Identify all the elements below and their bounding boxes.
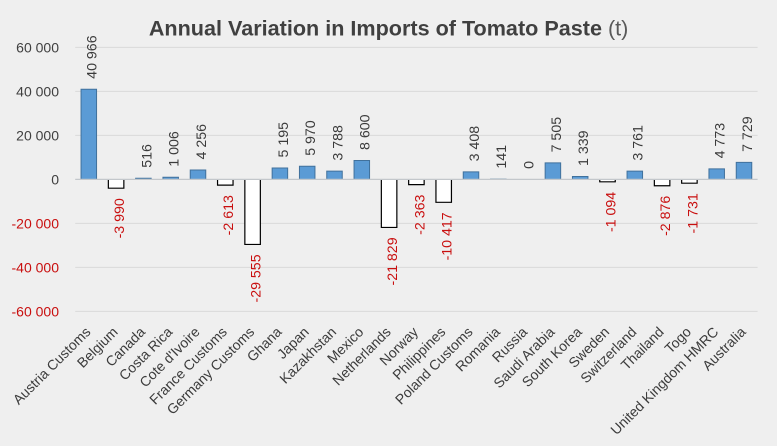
svg-text:5 195: 5 195 bbox=[276, 122, 292, 158]
svg-text:-29 555: -29 555 bbox=[249, 254, 265, 302]
svg-text:-1 731: -1 731 bbox=[685, 193, 701, 233]
svg-text:3 788: 3 788 bbox=[330, 125, 346, 161]
svg-text:-10 417: -10 417 bbox=[440, 212, 456, 260]
svg-text:-20 000: -20 000 bbox=[12, 216, 60, 232]
svg-text:0: 0 bbox=[522, 161, 538, 169]
svg-text:1 006: 1 006 bbox=[167, 131, 183, 167]
svg-text:-3 990: -3 990 bbox=[112, 198, 128, 238]
svg-text:-2 363: -2 363 bbox=[412, 194, 428, 234]
svg-text:4 256: 4 256 bbox=[194, 124, 210, 160]
svg-text:516: 516 bbox=[139, 144, 155, 168]
svg-text:40 966: 40 966 bbox=[85, 35, 101, 79]
svg-text:141: 141 bbox=[494, 145, 510, 169]
svg-text:4 773: 4 773 bbox=[713, 123, 729, 159]
svg-text:8 600: 8 600 bbox=[358, 114, 374, 150]
svg-text:5 970: 5 970 bbox=[303, 120, 319, 156]
svg-text:7 505: 7 505 bbox=[549, 117, 565, 153]
svg-text:7 729: 7 729 bbox=[740, 116, 756, 152]
svg-text:3 408: 3 408 bbox=[467, 126, 483, 162]
svg-text:-2 876: -2 876 bbox=[658, 196, 674, 236]
svg-text:60 000: 60 000 bbox=[16, 40, 59, 56]
svg-text:Annual Variation in Imports of: Annual Variation in Imports of Tomato Pa… bbox=[149, 15, 629, 40]
svg-text:-60 000: -60 000 bbox=[12, 304, 60, 320]
svg-text:20 000: 20 000 bbox=[16, 128, 59, 144]
svg-text:3 761: 3 761 bbox=[631, 125, 647, 161]
svg-text:-1 094: -1 094 bbox=[603, 192, 619, 232]
svg-text:-2 613: -2 613 bbox=[221, 195, 237, 235]
svg-text:0: 0 bbox=[51, 172, 59, 188]
svg-text:-21 829: -21 829 bbox=[385, 237, 401, 285]
svg-text:-40 000: -40 000 bbox=[12, 260, 60, 276]
svg-text:40 000: 40 000 bbox=[16, 84, 59, 100]
svg-text:1 339: 1 339 bbox=[576, 130, 592, 166]
